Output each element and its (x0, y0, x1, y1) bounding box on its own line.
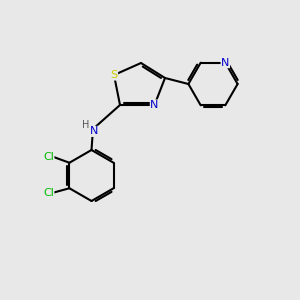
Text: Cl: Cl (43, 152, 54, 162)
Text: N: N (90, 126, 99, 136)
Text: N: N (221, 58, 230, 68)
Text: S: S (110, 70, 118, 80)
Text: H: H (82, 119, 89, 130)
Text: Cl: Cl (43, 188, 54, 198)
Text: N: N (150, 100, 159, 110)
